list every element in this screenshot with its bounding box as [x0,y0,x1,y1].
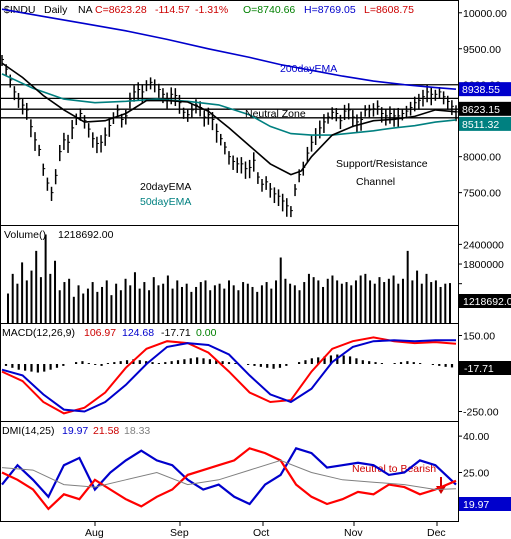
macd-signal-value: 124.68 [122,327,154,339]
dmi-plus-value: 19.97 [62,425,88,437]
macd-hist-value: -17.71 [161,327,191,339]
y-tick-label: 2400000 [463,239,504,251]
series-macd [1,336,457,415]
macd-title: MACD(12,26,9) [2,327,75,339]
header-period: Daily [44,4,68,16]
x-tick-label: Nov [344,527,363,539]
header-change-pct: -1.31% [195,4,228,16]
header-close: C=8623.28 [95,4,147,16]
dmi-flag-text: 19.97 [463,499,489,511]
header-open: O=8740.66 [243,4,295,16]
annotation-20-ema: 20dayEMA [140,181,191,193]
annotation-support-resistance: Support/Resistance [336,158,428,170]
macd-lines [1,336,457,415]
panel-frames [0,0,459,522]
series-di [1,447,457,511]
annotation-200-ema: 200dayEMA [280,63,337,75]
series-20dayema [1,62,457,176]
volume-title: Volume() [4,229,46,241]
price-annotations: 200dayEMA Neutral Zone Support/Resistanc… [140,63,428,208]
series-adx [1,459,457,491]
x-tick-label: Dec [427,527,446,539]
series-signal [1,339,456,413]
y-tick-label: 7500.00 [463,188,501,200]
dmi-flag [459,497,511,511]
volume-value: 1218692.00 [58,229,114,241]
dmi-minus-value: 21.58 [93,425,119,437]
date-x-axis: Aug Sep Oct Nov Dec [85,521,446,539]
dmi-title: DMI(14,25) [2,425,55,437]
price-bars [1,55,458,218]
y-tick-label: 9500.00 [463,44,501,56]
y-tick-label: 40.00 [463,431,489,443]
price-flag [459,116,511,131]
y-tick-label: -250.00 [463,407,499,419]
macd-y-axis: 150.00 -250.00 [458,331,499,419]
header-low: L=8608.75 [364,4,414,16]
annotation-channel: Channel [356,176,395,188]
ema-lines [1,8,457,176]
dmi-lines [1,446,457,511]
price-flag-text: 8511.32 [462,119,499,131]
price-flag [459,101,511,116]
chart-header: $INDU Daily NA C=8623.28 -114.57 -1.31% … [4,4,414,16]
adx-value: 18.33 [124,425,150,437]
x-tick-label: Sep [170,527,189,539]
volume-panel: Volume() 1218692.00 2400000 1800000 12186… [4,229,511,323]
series-200dayema [1,8,457,90]
x-tick-label: Oct [253,527,269,539]
y-tick-label: 150.00 [463,331,495,343]
price-flag-text: 8938.55 [462,84,500,96]
macd-flag [459,361,511,375]
y-tick-label: 8000.00 [463,152,501,164]
price-flag-text: 8623.15 [462,104,500,116]
series-di [1,446,457,506]
macd-histogram [4,354,454,373]
volume-flag [459,294,511,308]
macd-flag-text: -17.71 [464,363,494,375]
price-panel: 10000.009500.009000.008500.008000.007500… [0,8,511,218]
annotation-50-ema: 50dayEMA [140,196,191,208]
dmi-y-axis: 40.00 25.00 [458,431,489,480]
volume-y-axis: 2400000 1800000 [458,239,504,304]
y-tick-label: 10000.00 [463,8,507,20]
header-change: -114.57 [155,4,190,16]
price-flag [459,82,511,97]
volume-bars [7,234,451,323]
macd-zero-value: 0.00 [196,327,217,339]
macd-panel: MACD(12,26,9) 106.97 124.68 -17.71 0.00 … [1,327,511,419]
y-tick-label: 25.00 [463,468,489,480]
dmi-panel: DMI(14,25) 19.97 21.58 18.33 Neutral to … [1,425,511,511]
series-50dayema [1,73,457,136]
price-flags: 8938.55 8623.15 8511.32 [459,82,511,131]
header-na: NA [78,4,93,16]
x-tick-label: Aug [85,527,104,539]
header-high: H=8769.05 [304,4,356,16]
y-tick-label: 1800000 [463,259,504,271]
volume-flag-text: 1218692.00 [463,296,511,308]
annotation-neutral-zone: Neutral Zone [245,108,306,120]
macd-value: 106.97 [84,327,116,339]
